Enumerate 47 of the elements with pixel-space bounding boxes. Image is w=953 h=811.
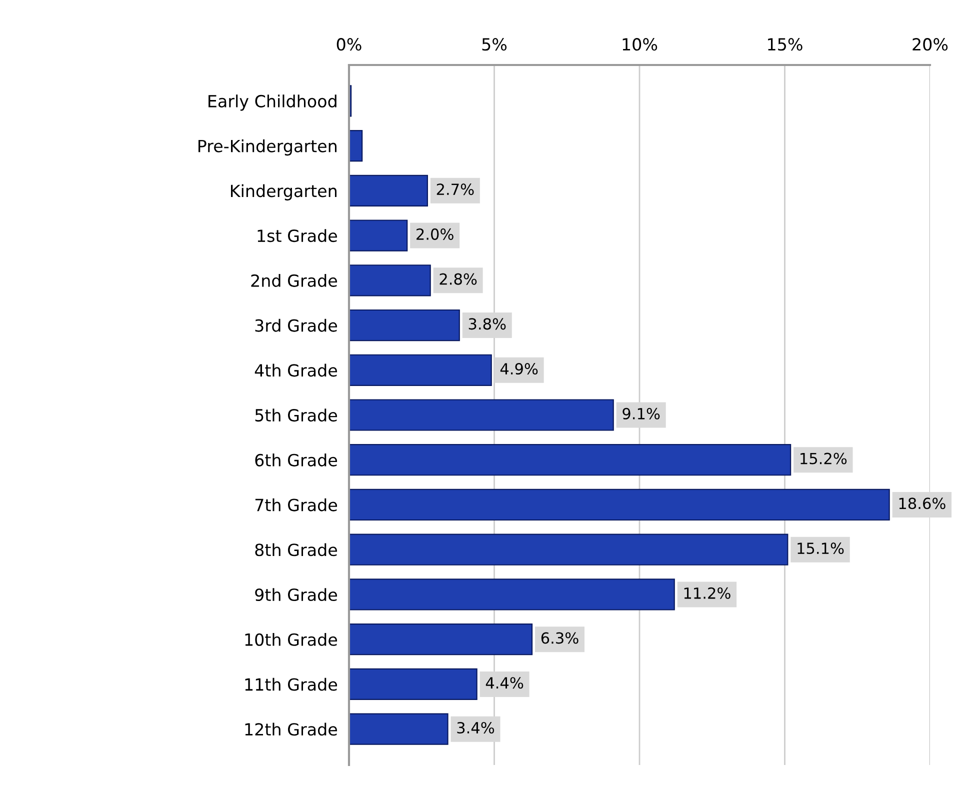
data-label: 11.2% [684, 587, 730, 599]
bar [349, 488, 890, 521]
y-tick-label: 12th Grade [245, 722, 338, 736]
bar [349, 174, 428, 206]
y-tick-label: 11th Grade [245, 678, 338, 691]
x-tick-label: 5% [482, 38, 507, 51]
bar [349, 130, 363, 162]
y-tick-label: 3rd Grade [255, 318, 337, 332]
bar [349, 444, 792, 476]
data-label: 3.4% [457, 722, 494, 734]
data-label: 9.1% [622, 408, 660, 420]
data-label: 4.9% [500, 363, 538, 375]
y-tick-label: 10th Grade [245, 633, 338, 646]
y-tick-label: 1st Grade [258, 229, 338, 242]
bar [349, 668, 478, 700]
x-tick-label: 15% [768, 38, 802, 51]
y-tick-label: 4th Grade [254, 364, 338, 377]
x-tick-label: 20% [912, 38, 948, 51]
y-tick-label: 2nd Grade [251, 274, 337, 287]
data-label: 2.7% [436, 184, 474, 196]
data-label: 18.6% [899, 498, 946, 510]
bar [349, 354, 492, 386]
y-tick-label: 7th Grade [255, 498, 338, 512]
bar [349, 713, 448, 745]
y-tick-label: 9th Grade [255, 588, 338, 602]
y-tick-label: Pre-Kindergarten [198, 139, 336, 156]
x-tick-label: 10% [622, 38, 658, 51]
bar [349, 534, 788, 566]
bar [349, 578, 675, 610]
y-tick-label: Early Childhood [208, 94, 336, 111]
data-label: 2.8% [440, 273, 477, 285]
bar [349, 309, 460, 342]
y-tick-label: 6th Grade [255, 454, 338, 466]
data-label: 6.3% [541, 632, 578, 644]
y-tick-label: 5th Grade [255, 408, 338, 422]
bar [349, 399, 614, 431]
data-label: 15.1% [798, 542, 844, 554]
y-tick-label: Kindergarten [231, 184, 336, 200]
y-tick-label: 8th Grade [255, 543, 338, 556]
x-tick-label: 0% [336, 38, 362, 51]
data-label: 2.0% [416, 228, 454, 240]
data-label: 15.2% [800, 452, 847, 464]
bar [349, 624, 533, 656]
bar [349, 264, 431, 296]
data-label: 4.4% [486, 677, 524, 689]
bar [349, 220, 408, 252]
data-label: 3.8% [468, 318, 506, 330]
